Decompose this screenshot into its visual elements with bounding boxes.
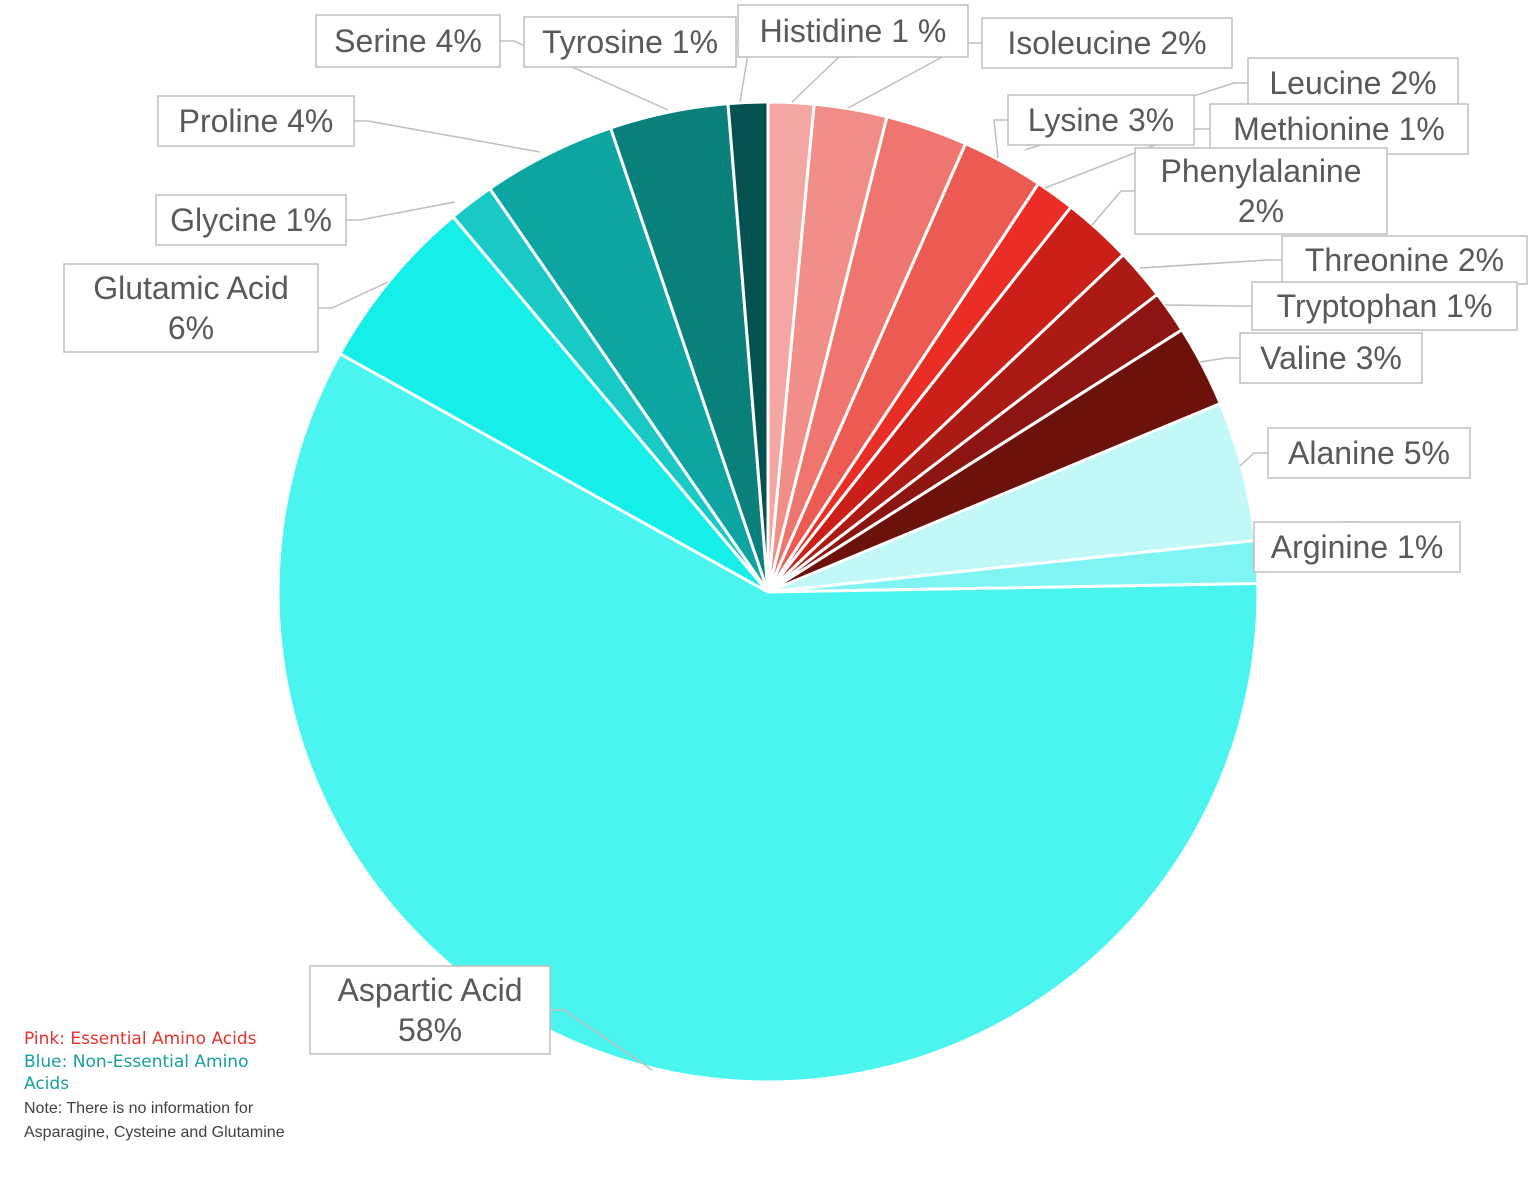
label-box-histidine <box>737 4 969 58</box>
label-box-tyrosine <box>523 16 737 68</box>
label-text-valine: Valine 3% <box>1260 340 1402 376</box>
label-box-glycine <box>155 194 347 246</box>
label-text-alanine: Alanine 5% <box>1288 435 1450 471</box>
label-box-serine <box>315 14 501 68</box>
leader-threonine <box>1139 259 1282 269</box>
leader-lysine <box>993 119 1008 159</box>
label-aspartic-acid: Aspartic Acid 58% <box>309 965 551 1055</box>
label-box-lysine <box>1007 94 1195 146</box>
label-tyrosine: Tyrosine 1% <box>523 16 737 68</box>
label-box-glutamic-acid <box>63 263 319 353</box>
label-alanine: Alanine 5% <box>1267 427 1471 479</box>
label-box-aspartic-acid <box>309 965 551 1055</box>
label-box-valine <box>1239 332 1423 384</box>
label-proline: Proline 4% <box>157 95 355 147</box>
leader-valine <box>1199 357 1240 363</box>
label-histidine: Histidine 1 % <box>737 4 969 58</box>
slice-labels: Histidine 1 % Isoleucine 2% Lysine 3% Leuci… <box>63 4 1528 1055</box>
leader-glutamic-acid <box>318 281 389 309</box>
label-lysine: Lysine 3% <box>1007 94 1195 146</box>
legend-non-essential: Blue: Non-Essential Amino Acids <box>24 1052 249 1094</box>
label-box-methionine <box>1209 103 1469 155</box>
slice-tyrosine <box>726 100 770 593</box>
label-glycine: Glycine 1% <box>155 194 347 246</box>
label-serine: Serine 4% <box>315 14 501 68</box>
pie-slices <box>276 100 1260 1084</box>
leader-proline <box>354 120 541 153</box>
label-box-isoleucine <box>981 17 1233 69</box>
label-glutamic-acid: Glutamic Acid 6% <box>63 263 319 353</box>
leader-serine <box>500 40 669 111</box>
label-text-methionine: Methionine 1% <box>1233 111 1445 147</box>
leader-alanine <box>1239 452 1268 467</box>
label-isoleucine: Isoleucine 2% <box>981 17 1233 69</box>
label-text-arginine: Arginine 1% <box>1271 529 1444 565</box>
label-text-threonine: Threonine 2% <box>1305 242 1504 278</box>
label-text-phenylalanine: Phenylalanine <box>1160 153 1361 189</box>
leader-tryptophan <box>1164 304 1252 307</box>
label-text-tyrosine: Tyrosine 1% <box>542 24 718 60</box>
label-text-tryptophan: Tryptophan 1% <box>1277 288 1493 324</box>
label-text-glutamic-acid: Glutamic Acid <box>93 270 289 306</box>
label-box-phenylalanine <box>1134 147 1388 235</box>
label-text-serine: Serine 4% <box>334 23 482 59</box>
leader-aspartic-acid <box>550 1009 653 1071</box>
label-methionine: Methionine 1% <box>1209 103 1469 155</box>
label-text-lysine: Lysine 3% <box>1028 102 1174 138</box>
label-text-aspartic-acid: 58% <box>398 1012 462 1048</box>
label-phenylalanine: Phenylalanine 2% <box>1134 147 1388 235</box>
label-leucine: Leucine 2% <box>1247 57 1459 109</box>
label-text-leucine: Leucine 2% <box>1269 65 1436 101</box>
label-valine: Valine 3% <box>1239 332 1423 384</box>
label-box-tryptophan <box>1251 281 1518 331</box>
leader-glycine <box>346 201 456 221</box>
leader-phenylalanine <box>1091 190 1135 226</box>
label-box-threonine <box>1281 235 1528 285</box>
label-text-proline: Proline 4% <box>179 103 334 139</box>
legend-essential: Pink: Essential Amino Acids <box>24 1029 257 1049</box>
leader-methionine <box>1044 128 1210 189</box>
label-text-histidine: Histidine 1 % <box>760 13 947 49</box>
label-arginine: Arginine 1% <box>1253 521 1461 573</box>
label-box-arginine <box>1253 521 1461 573</box>
label-threonine: Threonine 2% <box>1281 235 1528 285</box>
label-box-leucine <box>1247 57 1459 109</box>
label-text-glycine: Glycine 1% <box>170 202 332 238</box>
leader-histidine <box>791 56 853 103</box>
label-box-alanine <box>1267 427 1471 479</box>
legend-note: Note: There is no information for Aspara… <box>24 1100 285 1141</box>
slice-glutamic-acid <box>337 214 770 594</box>
label-text-aspartic-acid: Aspartic Acid <box>338 972 523 1008</box>
label-text-glutamic-acid: 6% <box>168 310 214 346</box>
label-text-phenylalanine: 2% <box>1238 193 1284 229</box>
label-text-isoleucine: Isoleucine 2% <box>1007 25 1206 61</box>
label-box-proline <box>157 95 355 147</box>
label-tryptophan: Tryptophan 1% <box>1251 281 1518 331</box>
